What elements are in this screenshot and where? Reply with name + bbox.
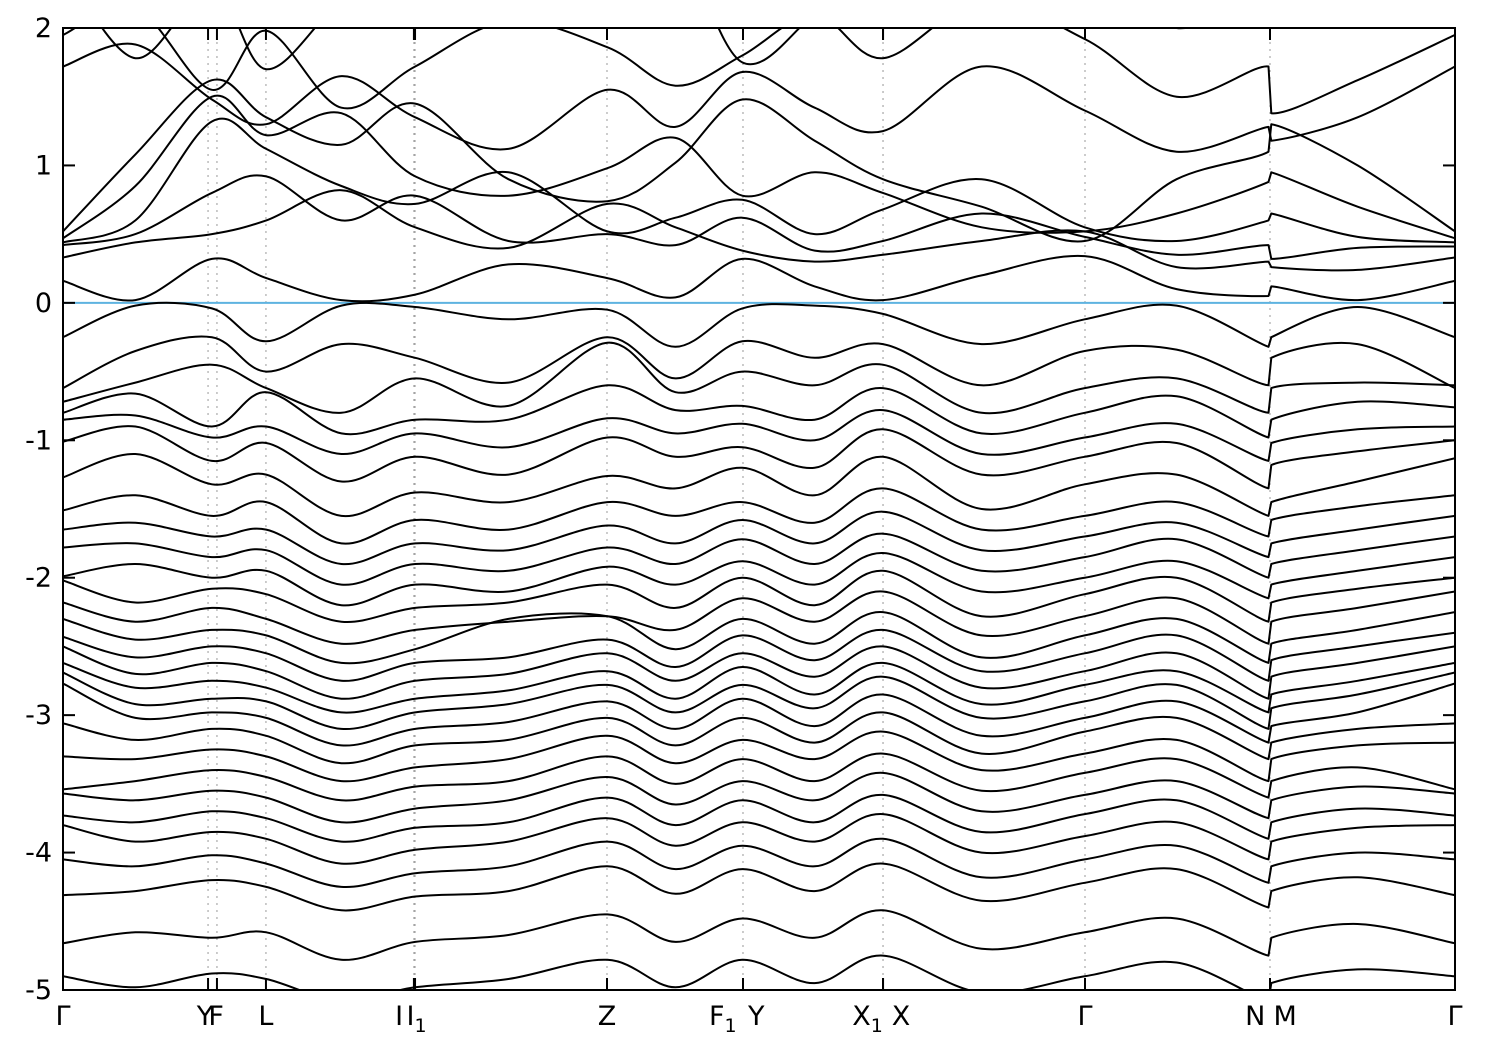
y-tick-label--2: -2 <box>25 563 52 594</box>
band-curve-27 <box>63 671 1455 730</box>
band-curve-35 <box>63 837 1455 888</box>
x-axis-labels: Γ YF L I I1 Z F1 Y X1 X Γ N M Γ <box>55 1001 1462 1037</box>
band-curve-5 <box>63 94 1455 240</box>
band-curve-17 <box>63 487 1455 545</box>
band-curve-20 <box>63 551 1455 607</box>
x-tick-label-I: I <box>395 1001 403 1032</box>
x-tick-label-L: L <box>258 1001 273 1032</box>
band-curve-4 <box>63 78 1455 243</box>
band-curve-2 <box>63 28 1455 115</box>
x-tick-label-M: M <box>1274 1001 1297 1032</box>
x-tick-label-F1: F1 <box>709 1001 737 1037</box>
x-tick-label-Γ: Γ <box>1077 1001 1092 1032</box>
band-curves <box>63 28 1455 990</box>
x-tick-label-N: N <box>1245 1001 1265 1032</box>
y-tick-label-2: 2 <box>35 13 52 44</box>
band-curve-38 <box>63 954 1455 990</box>
band-curve-36 <box>63 862 1455 912</box>
x-tick-label-X: X <box>892 1001 911 1032</box>
band-curve-15 <box>63 425 1455 490</box>
band-curve-14 <box>63 409 1455 462</box>
band-curve-21 <box>63 569 1455 623</box>
band-curve-1 <box>100 28 1190 71</box>
y-tick-label--1: -1 <box>25 425 52 456</box>
x-tick-label-I1: I1 <box>407 1001 427 1037</box>
y-tick-label-0: 0 <box>35 288 52 319</box>
band-curve-34 <box>63 813 1455 865</box>
band-curve-19 <box>63 532 1455 586</box>
band-curve-28 <box>63 682 1455 747</box>
band-curve-33 <box>63 793 1455 843</box>
band-curve-37 <box>63 909 1455 961</box>
band-curve-9 <box>63 254 1455 303</box>
x-tick-label-Γ: Γ <box>1447 1001 1462 1032</box>
band-curve-3 <box>63 42 1455 153</box>
plot-border <box>62 27 1456 991</box>
y-tick-label--4: -4 <box>25 838 52 869</box>
x-tick-label-Γ: Γ <box>55 1001 70 1032</box>
band-curve-24 <box>63 628 1455 682</box>
band-curve-32 <box>63 771 1455 824</box>
band-curve-29 <box>63 711 1455 765</box>
y-tick-label--5: -5 <box>25 975 52 1006</box>
x-tick-label-Z: Z <box>598 1001 617 1032</box>
band-curve-11 <box>63 335 1455 390</box>
band-curve-31 <box>63 752 1455 802</box>
band-curve-23 <box>63 611 1455 665</box>
band-curve-12 <box>63 341 1455 415</box>
band-curve-22 <box>63 590 1455 645</box>
y-axis-labels: 2 1 0 -1 -2 -3 -4 -5 <box>25 13 52 1006</box>
x-tick-label-Y: Y <box>747 1001 765 1032</box>
band-curve-13 <box>63 384 1455 439</box>
band-curve-30 <box>63 730 1455 783</box>
band-curve-18 <box>63 510 1455 566</box>
band-curve-6 <box>63 117 1455 244</box>
band-curve-26 <box>63 661 1455 714</box>
band-curve-10 <box>63 301 1455 348</box>
x-tick-label-F: F <box>208 1001 224 1032</box>
axis-ticks <box>62 27 1456 991</box>
y-tick-label--3: -3 <box>25 700 52 731</box>
band-curve-8 <box>63 189 1455 272</box>
x-tick-label-X1: X1 <box>852 1001 883 1037</box>
x-tick-label-Y: Y <box>196 1001 214 1032</box>
band-curve-7 <box>63 174 1455 260</box>
y-tick-label-1: 1 <box>35 150 52 181</box>
band-curve-25 <box>63 645 1455 700</box>
band-curve-16 <box>63 452 1455 518</box>
